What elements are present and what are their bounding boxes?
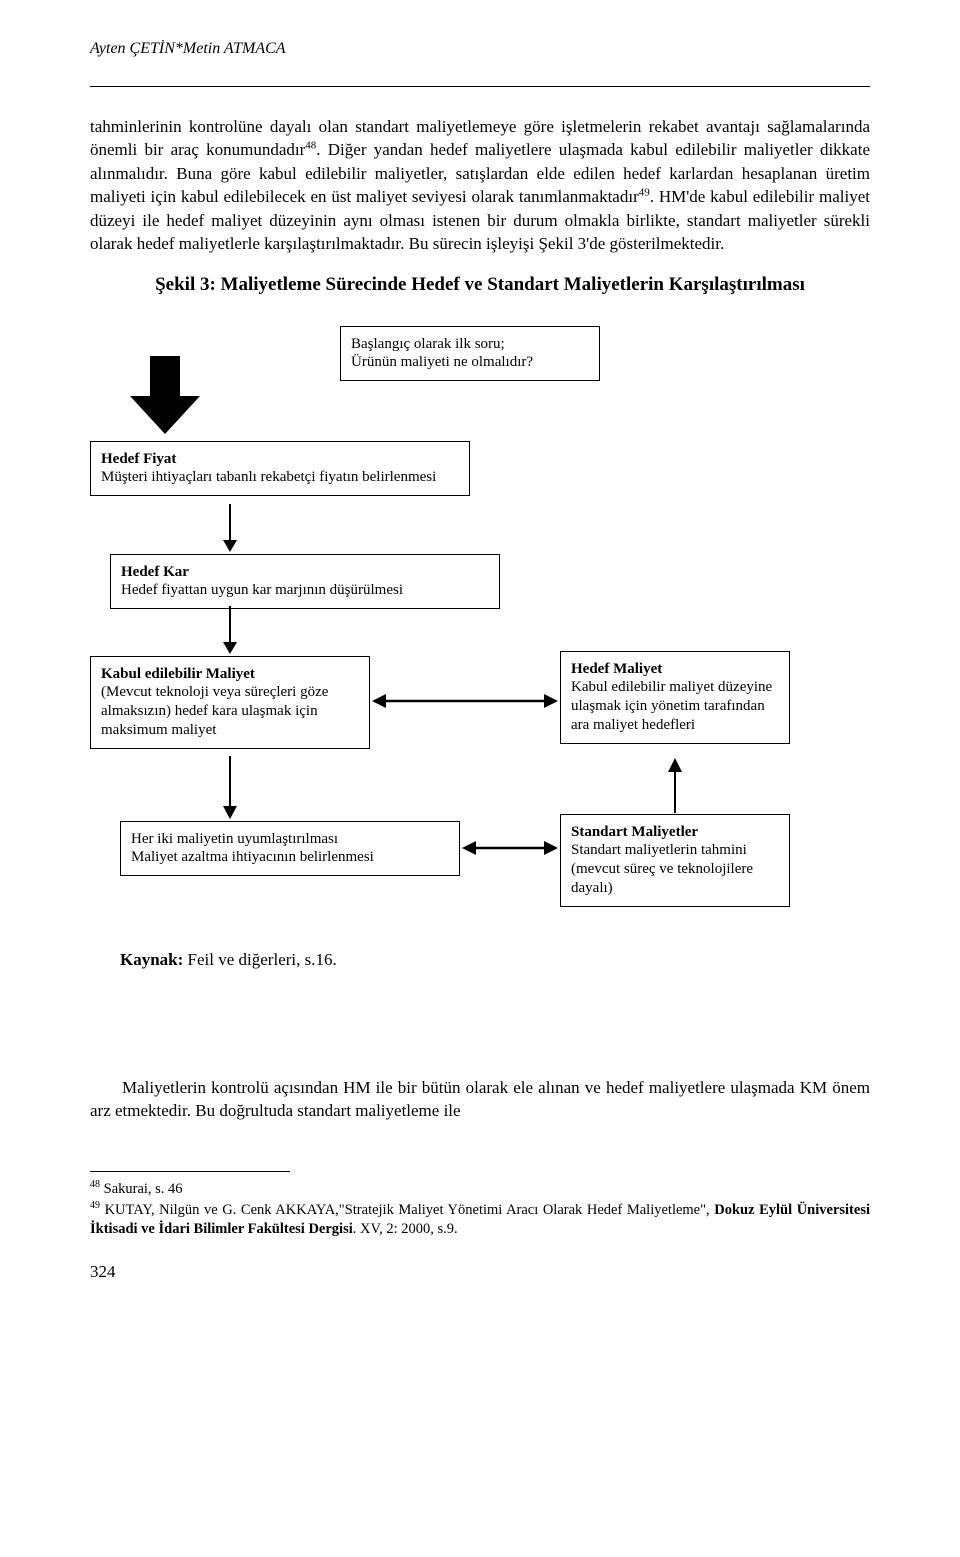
figure-source: Kaynak: Feil ve diğerleri, s.16. bbox=[120, 950, 337, 970]
box-start-line1: Başlangıç olarak ilk soru; bbox=[351, 335, 589, 354]
figure-source-text: Feil ve diğerleri, s.16. bbox=[183, 950, 336, 969]
box-hedef-maliyet: Hedef Maliyet Kabul edilebilir maliyet d… bbox=[560, 651, 790, 744]
footnote-48-num: 48 bbox=[90, 1179, 100, 1190]
box-hedef-kar-title: Hedef Kar bbox=[121, 563, 489, 582]
box-standart-text: Standart maliyetlerin tahmini (mevcut sü… bbox=[571, 841, 779, 897]
figure-3-diagram: Başlangıç olarak ilk soru; Ürünün maliye… bbox=[90, 326, 870, 1066]
box-hedef-fiyat-title: Hedef Fiyat bbox=[101, 450, 459, 469]
header-divider bbox=[90, 86, 870, 87]
arrow-uyum-standart-double-icon bbox=[462, 838, 558, 858]
box-uyum-line1: Her iki maliyetin uyumlaştırılması bbox=[131, 830, 449, 849]
box-start-line2: Ürünün maliyeti ne olmalıdır? bbox=[351, 353, 589, 372]
box-hedef-fiyat: Hedef Fiyat Müşteri ihtiyaçları tabanlı … bbox=[90, 441, 470, 497]
box-uyum-line2: Maliyet azaltma ihtiyacının belirlenmesi bbox=[131, 848, 449, 867]
box-kabul-title: Kabul edilebilir Maliyet bbox=[101, 665, 359, 684]
box-hedef-kar: Hedef Kar Hedef fiyattan uygun kar marjı… bbox=[110, 554, 500, 610]
big-arrow-down-icon bbox=[130, 356, 200, 436]
footnote-49-text-b: . XV, 2: 2000, s.9. bbox=[353, 1221, 458, 1237]
arrow-kabul-hedef-double-icon bbox=[372, 691, 558, 711]
footnote-48-text: Sakurai, s. 46 bbox=[100, 1180, 183, 1196]
paragraph-1: tahminlerinin kontrolüne dayalı olan sta… bbox=[90, 115, 870, 256]
footnote-ref-49: 49 bbox=[639, 187, 650, 199]
box-kabul-text: (Mevcut teknoloji veya süreçleri göze al… bbox=[101, 683, 359, 739]
box-hedef-fiyat-text: Müşteri ihtiyaçları tabanlı rekabetçi fi… bbox=[101, 468, 459, 487]
box-standart: Standart Maliyetler Standart maliyetleri… bbox=[560, 814, 790, 907]
page-number: 324 bbox=[90, 1262, 870, 1282]
figure-3-title: Şekil 3: Maliyetleme Sürecinde Hedef ve … bbox=[90, 274, 870, 296]
footnote-49-num: 49 bbox=[90, 1200, 100, 1211]
footnote-separator bbox=[90, 1171, 290, 1172]
page-header-authors: Ayten ÇETİN*Metin ATMACA bbox=[90, 40, 870, 58]
arrow-fiyat-to-kar-icon bbox=[220, 504, 240, 554]
box-start-question: Başlangıç olarak ilk soru; Ürünün maliye… bbox=[340, 326, 600, 382]
footnote-48: 48 Sakurai, s. 46 bbox=[90, 1178, 870, 1199]
arrow-kabul-to-uyum-icon bbox=[220, 756, 240, 821]
box-hedef-maliyet-text: Kabul edilebilir maliyet düzeyine ulaşma… bbox=[571, 678, 779, 734]
arrow-standart-to-hedef-icon bbox=[665, 758, 685, 813]
box-uyum: Her iki maliyetin uyumlaştırılması Maliy… bbox=[120, 821, 460, 877]
footnote-ref-48: 48 bbox=[305, 140, 316, 152]
box-hedef-maliyet-title: Hedef Maliyet bbox=[571, 660, 779, 679]
arrow-kar-to-kabul-icon bbox=[220, 606, 240, 656]
box-hedef-kar-text: Hedef fiyattan uygun kar marjının düşürü… bbox=[121, 581, 489, 600]
paragraph-2: Maliyetlerin kontrolü açısından HM ile b… bbox=[90, 1076, 870, 1123]
box-standart-title: Standart Maliyetler bbox=[571, 823, 779, 842]
box-kabul-edilebilir: Kabul edilebilir Maliyet (Mevcut teknolo… bbox=[90, 656, 370, 749]
footnote-49-text-a: KUTAY, Nilgün ve G. Cenk AKKAYA,"Stratej… bbox=[100, 1202, 714, 1218]
footnote-49: 49 KUTAY, Nilgün ve G. Cenk AKKAYA,"Stra… bbox=[90, 1199, 870, 1240]
figure-source-label: Kaynak: bbox=[120, 950, 183, 969]
